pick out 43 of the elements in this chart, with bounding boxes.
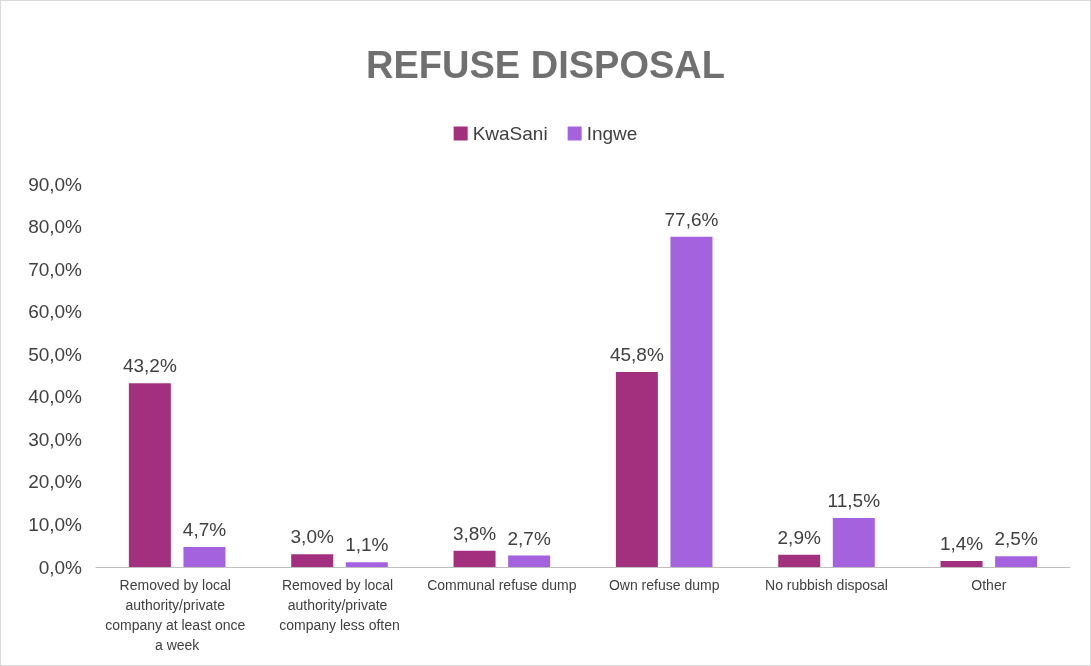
x-tick-label: Removed by local authority/private company at least once a week	[105, 577, 250, 653]
data-label: 1,4%	[939, 533, 984, 555]
bar	[345, 562, 388, 567]
y-tick-label: 80,0%	[28, 216, 83, 238]
data-label: 3,8%	[452, 522, 497, 544]
x-tick-label: Communal refuse dump	[427, 577, 577, 593]
bar	[778, 554, 821, 567]
bar	[670, 236, 713, 567]
data-label: 2,5%	[994, 528, 1038, 550]
data-label: 77,6%	[664, 208, 719, 230]
bar	[183, 547, 226, 567]
y-tick-label: 70,0%	[28, 258, 83, 280]
bar	[128, 383, 171, 567]
bar	[995, 556, 1038, 567]
y-tick-label: 60,0%	[28, 301, 83, 323]
data-label: 3,0%	[290, 526, 334, 548]
x-tick-label: Own refuse dump	[608, 577, 720, 593]
chart-title: REFUSE DISPOSAL	[366, 44, 725, 86]
legend-label: Ingwe	[586, 123, 638, 144]
bar	[940, 561, 983, 567]
data-label: 2,9%	[777, 526, 821, 548]
bar	[615, 372, 658, 567]
data-label: 2,7%	[507, 527, 551, 549]
y-tick-label: 20,0%	[28, 471, 83, 493]
data-label: 43,2%	[122, 355, 177, 377]
data-label: 45,8%	[609, 344, 664, 366]
y-tick-label: 90,0%	[28, 173, 83, 195]
x-tick-label: Removed by local authority/private company less often	[279, 577, 400, 633]
y-tick-label: 30,0%	[28, 428, 83, 450]
bar	[832, 518, 875, 567]
y-tick-label: 40,0%	[28, 386, 83, 408]
data-label: 1,1%	[345, 534, 389, 556]
bar	[453, 550, 496, 567]
data-label: 4,7%	[182, 519, 227, 540]
y-tick-label: 0,0%	[38, 556, 83, 578]
x-tick-label: No rubbish disposal	[765, 577, 888, 593]
data-label: 11,5%	[827, 490, 881, 512]
legend-label: KwaSani	[472, 123, 548, 144]
bar	[508, 555, 551, 567]
bar	[291, 554, 334, 567]
x-tick-label: Other	[971, 577, 1007, 593]
y-tick-label: 50,0%	[28, 343, 83, 365]
y-tick-label: 10,0%	[28, 513, 83, 535]
